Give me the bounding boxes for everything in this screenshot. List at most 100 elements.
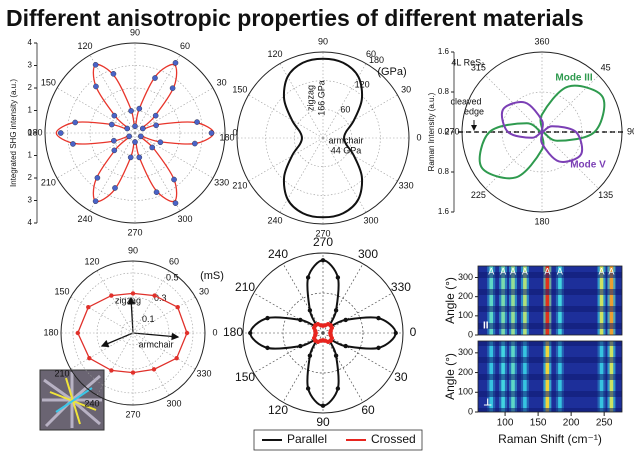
data-point	[111, 137, 117, 144]
angle-tick-label: 360	[534, 36, 549, 46]
data-point	[335, 275, 341, 280]
data-point	[111, 112, 118, 119]
spoke-grid	[134, 87, 214, 134]
spoke-grid	[322, 94, 398, 139]
r-tick-label: 0.8	[438, 167, 450, 176]
data-point	[174, 356, 179, 361]
annotation: 4L ReS₂	[451, 57, 485, 67]
x-tick-label: 100	[497, 418, 514, 429]
data-point	[194, 119, 200, 125]
angle-tick-label: 150	[41, 77, 56, 87]
spoke-grid	[70, 296, 134, 334]
angle-tick-label: 120	[267, 49, 282, 59]
direction-arrow	[100, 332, 134, 348]
spoke-grid	[134, 54, 181, 134]
spoke-grid	[132, 332, 196, 370]
data-point	[86, 305, 91, 310]
angle-tick-label: 210	[54, 368, 69, 378]
data-point	[57, 130, 64, 136]
angle-tick-label: 60	[180, 41, 190, 51]
angle-tick-label: 330	[214, 177, 229, 187]
data-point	[175, 305, 180, 310]
legend-label: Parallel	[287, 432, 327, 446]
data-point	[124, 125, 131, 132]
ring-grid	[89, 87, 181, 179]
r-tick-label: 60	[340, 105, 350, 115]
angle-tick-label: 60	[366, 49, 376, 59]
data-point	[298, 343, 303, 349]
angle-tick-label: 300	[363, 216, 378, 226]
angle-tick-label: 180	[27, 127, 42, 137]
angle-tick-label: 90	[318, 36, 328, 46]
angle-tick-label: 60	[169, 256, 179, 266]
angle-tick-label: 180	[534, 216, 549, 226]
angle-tick-label: 150	[235, 370, 255, 384]
angle-tick-label: 210	[235, 280, 255, 294]
spoke-grid	[282, 263, 324, 334]
angle-tick-label: 300	[177, 214, 192, 224]
angle-tick-label: 45	[601, 63, 611, 73]
data-point	[152, 112, 159, 119]
angle-tick-label: 240	[268, 247, 288, 261]
data-point	[192, 140, 198, 147]
angle-tick-label: 180	[43, 327, 58, 337]
x-tick-label: 250	[596, 418, 613, 429]
spoke-grid	[322, 137, 398, 182]
series-line	[478, 84, 606, 180]
data-point	[109, 293, 114, 298]
angle-tick-label: 300	[358, 247, 378, 261]
spoke-grid	[96, 332, 134, 396]
spoke-grid	[89, 54, 136, 134]
series-line	[500, 101, 584, 163]
angle-tick-label: 90	[627, 126, 634, 136]
angle-tick-label: 150	[54, 286, 69, 296]
spoke-grid	[279, 137, 324, 213]
peak-label: A	[500, 266, 506, 276]
legend-label: Crossed	[371, 432, 416, 446]
spoke-grid	[89, 132, 136, 212]
data-point	[393, 330, 398, 336]
spoke-grid	[279, 63, 324, 139]
r-tick-label: 1	[28, 106, 33, 115]
panel-label: ⊥	[483, 398, 492, 409]
data-point	[307, 353, 313, 358]
angle-tick-label: 120	[77, 41, 92, 51]
annotation: zigzag	[115, 295, 141, 305]
angle-tick-label: 0	[232, 127, 237, 137]
data-point	[132, 139, 138, 145]
data-point	[169, 85, 176, 91]
data-point	[307, 308, 313, 313]
data-point	[152, 293, 157, 298]
angle-tick-label: 270	[444, 126, 459, 136]
angle-tick-label: 315	[471, 63, 486, 73]
data-point	[112, 185, 118, 191]
data-point	[92, 62, 99, 68]
polar-frame	[461, 51, 623, 213]
angle-tick-label: 270	[125, 409, 140, 419]
angle-tick-label: 30	[401, 84, 411, 94]
data-point	[109, 368, 114, 373]
angle-tick-label: 60	[361, 403, 375, 417]
angle-tick-label: 120	[268, 403, 288, 417]
annotation: cleaved	[450, 96, 481, 106]
spoke-grid	[282, 332, 324, 403]
data-point	[172, 60, 179, 66]
data-point	[333, 308, 339, 313]
annotation: armchair	[138, 339, 173, 349]
data-point	[265, 315, 270, 321]
polar-frame	[44, 42, 226, 224]
peak-label: A	[544, 266, 550, 276]
data-point	[151, 367, 157, 372]
data-point	[126, 133, 132, 140]
data-point	[333, 353, 339, 358]
angle-tick-label: 180	[219, 132, 234, 142]
data-point	[265, 345, 270, 351]
data-point	[343, 343, 348, 349]
angle-tick-label: 210	[232, 180, 247, 190]
data-point	[343, 317, 348, 323]
data-point	[305, 386, 311, 391]
data-point	[320, 403, 326, 408]
panel-frame	[477, 340, 623, 413]
angle-tick-label: 330	[391, 280, 411, 294]
y-axis-label: Integrated SHG intensity (a.u.)	[9, 79, 18, 187]
